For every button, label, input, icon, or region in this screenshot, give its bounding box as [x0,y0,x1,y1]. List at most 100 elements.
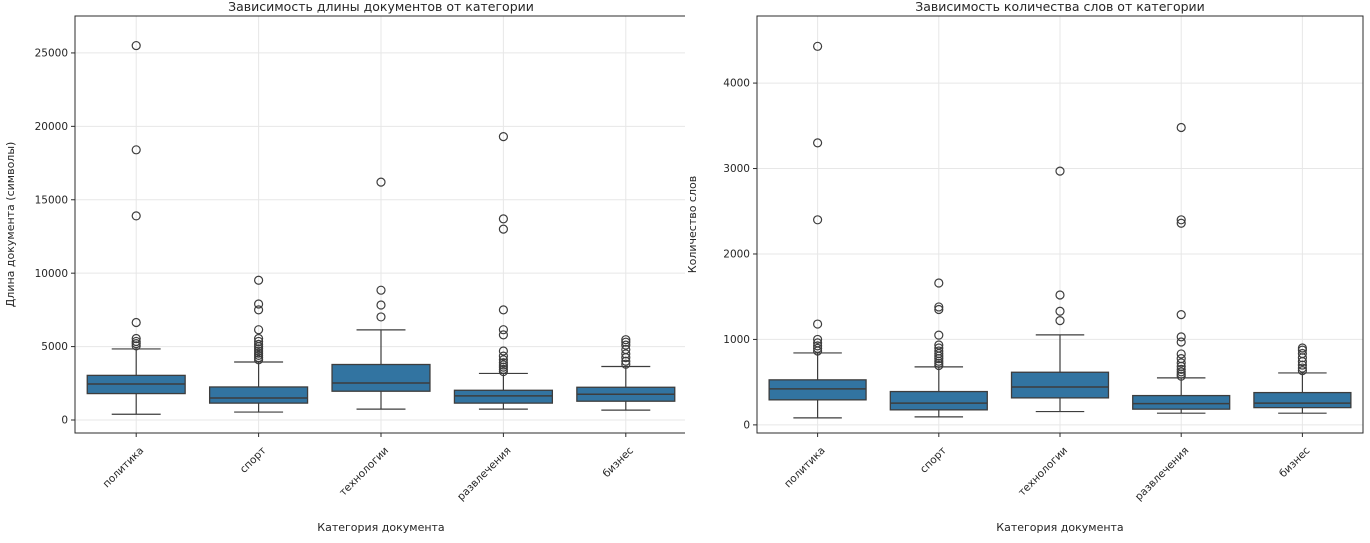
y-tick-label: 3000 [723,163,750,175]
outlier-point [131,211,141,221]
outlier-point [1055,306,1065,316]
outlier-point [934,278,944,288]
outlier-point [1176,122,1186,133]
x-tick-label: спорт [918,445,949,476]
x-tick-label: развлечения [1133,445,1191,503]
chart-document-length: 0 5000 10000 15000 20000 25000 политика спорт те… [4,0,685,534]
x-axis-label: Категория документа [317,521,444,534]
outlier-point [254,336,264,347]
outlier-point [1055,166,1065,176]
y-tick-label: 0 [743,419,750,431]
y-tick-label: 5000 [41,341,68,353]
x-tick-label: бизнес [601,444,637,480]
outlier-point [621,337,631,347]
y-axis-label: Количество слов [686,176,699,273]
word-count-boxplot-svg: 0 1000 2000 3000 4000 политика спорт технологии… [686,0,1364,534]
outlier-point [498,330,508,340]
box-спорт [889,390,988,411]
outlier-point [813,341,823,351]
outlier-point [813,138,823,148]
y-tick-label: 4000 [723,78,750,90]
outlier-point [498,358,508,368]
outlier-point [1176,349,1186,359]
x-tick-label: политика [101,445,147,491]
outlier-point [376,177,386,187]
chart-title: Зависимость длины документов от категори… [228,0,534,14]
box-технологии [1010,371,1110,399]
outlier-point [813,338,823,348]
x-tick-label: бизнес [1277,444,1313,480]
outlier-point [254,299,264,309]
outlier-point [934,302,944,312]
outlier-point [1176,367,1186,377]
outlier-point [1176,215,1186,225]
outlier-point [254,333,264,344]
outlier-point [1176,332,1186,342]
outlier-point [498,351,508,361]
y-tick-label: 2000 [723,249,750,261]
box-развлечения [453,389,554,404]
box-технологии [331,363,431,392]
outlier-point [498,325,508,335]
outlier-point [131,317,141,328]
outlier-point [254,275,264,285]
outlier-point [376,285,386,295]
box-бизнес [1253,391,1352,409]
box-спорт [208,386,309,404]
outlier-point [498,132,508,142]
outlier-point [934,346,944,356]
outlier-point [498,305,508,315]
outlier-point [254,339,264,349]
outlier-point [1176,218,1186,228]
outlier-point [1297,343,1308,353]
y-tick-label: 0 [61,415,68,427]
x-tick-label: технологии [337,445,391,499]
chart-title: Зависимость количества слов от категории [915,0,1205,14]
x-tick-label: спорт [238,445,269,476]
outlier-point [131,145,141,155]
outlier-point [1176,310,1186,320]
outlier-point [621,335,631,345]
outlier-point [813,215,823,225]
outlier-point [1176,364,1186,374]
outlier-point [621,340,631,350]
outlier-point [1055,290,1065,300]
y-tick-label: 1000 [723,334,750,346]
outlier-point [934,343,944,353]
y-tick-label: 15000 [35,194,68,206]
x-axis-label: Категория документа [996,521,1123,534]
outlier-point [1297,348,1308,359]
outlier-point [131,333,141,344]
outlier-point [1176,354,1186,364]
outlier-point [498,224,508,234]
y-axis-label: Длина документа (символы) [4,142,17,308]
chart-word-count: 0 1000 2000 3000 4000 политика спорт технологии… [685,0,1370,543]
outlier-point [1297,360,1308,370]
y-tick-label: 10000 [35,268,68,280]
outlier-point [498,346,508,356]
outlier-point [934,330,944,340]
outlier-point [1055,316,1065,326]
outlier-point [934,304,944,315]
y-tick-label: 25000 [35,48,68,60]
outlier-point [1297,363,1308,373]
outlier-point [934,340,944,350]
box-развлечения [1132,394,1231,410]
outlier-point [254,325,264,335]
box-политика [768,379,867,401]
outlier-point [813,334,823,345]
outlier-point [813,319,823,329]
outlier-point [621,344,631,355]
outlier-point [254,305,264,315]
document-length-boxplot-svg: 0 5000 10000 15000 20000 25000 политика спорт те… [4,0,685,534]
outlier-point [498,214,508,224]
outlier-point [813,343,823,354]
outlier-point [621,349,631,359]
x-tick-label: политика [782,445,828,491]
outlier-point [498,355,508,365]
outlier-point [621,356,631,366]
outlier-point [376,300,386,310]
x-tick-label: технологии [1016,445,1070,499]
outlier-point [376,312,386,322]
